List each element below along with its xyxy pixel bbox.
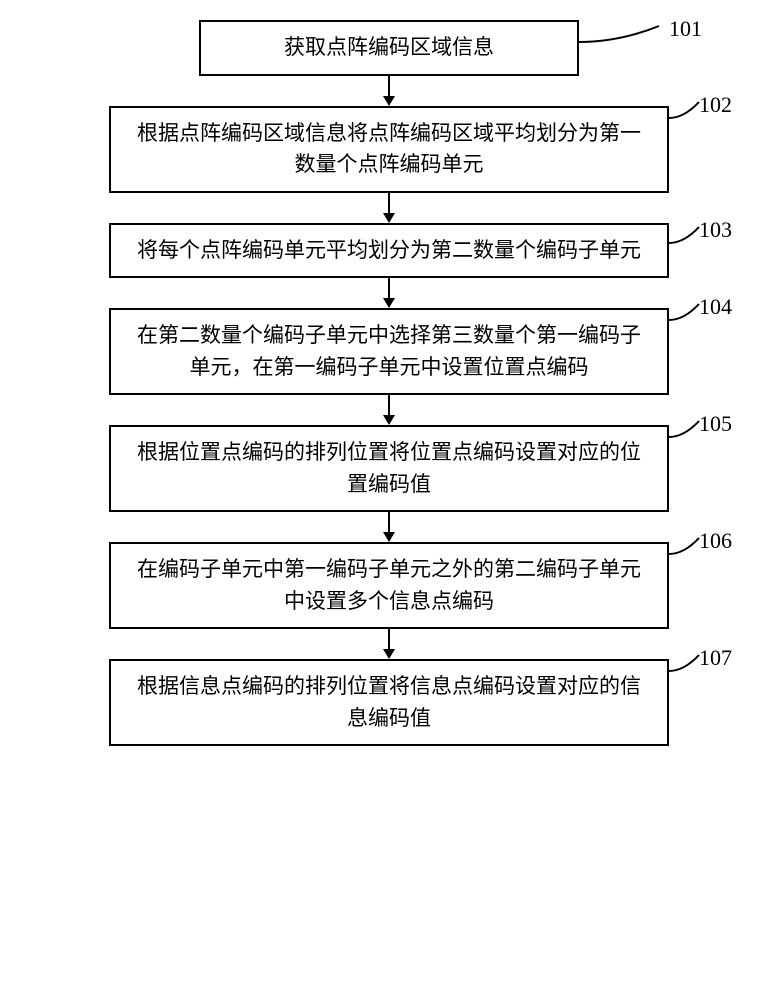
arrow-down-icon — [39, 395, 739, 425]
arrow-down-icon — [39, 278, 739, 308]
step-box: 根据信息点编码的排列位置将信息点编码设置对应的信息编码值 — [109, 659, 669, 746]
arrow-down-icon — [39, 76, 739, 106]
flow-step: 在第二数量个编码子单元中选择第三数量个第一编码子单元，在第一编码子单元中设置位置… — [39, 308, 739, 395]
flow-step: 根据点阵编码区域信息将点阵编码区域平均划分为第一数量个点阵编码单元 102 — [39, 106, 739, 193]
step-box: 在第二数量个编码子单元中选择第三数量个第一编码子单元，在第一编码子单元中设置位置… — [109, 308, 669, 395]
step-box: 在编码子单元中第一编码子单元之外的第二编码子单元中设置多个信息点编码 — [109, 542, 669, 629]
step-label: 101 — [669, 16, 702, 42]
step-label: 107 — [699, 645, 732, 671]
step-label: 106 — [699, 528, 732, 554]
step-label: 103 — [699, 217, 732, 243]
flow-step: 根据位置点编码的排列位置将位置点编码设置对应的位置编码值 105 — [39, 425, 739, 512]
arrow-down-icon — [39, 629, 739, 659]
flow-step: 根据信息点编码的排列位置将信息点编码设置对应的信息编码值 107 — [39, 659, 739, 746]
flow-step: 获取点阵编码区域信息 101 — [39, 20, 739, 76]
connector-line — [579, 22, 669, 57]
flow-step: 在编码子单元中第一编码子单元之外的第二编码子单元中设置多个信息点编码 106 — [39, 542, 739, 629]
step-box: 将每个点阵编码单元平均划分为第二数量个编码子单元 — [109, 223, 669, 279]
step-box: 根据点阵编码区域信息将点阵编码区域平均划分为第一数量个点阵编码单元 — [109, 106, 669, 193]
step-box: 获取点阵编码区域信息 — [199, 20, 579, 76]
step-label: 104 — [699, 294, 732, 320]
step-box: 根据位置点编码的排列位置将位置点编码设置对应的位置编码值 — [109, 425, 669, 512]
arrow-down-icon — [39, 193, 739, 223]
flow-step: 将每个点阵编码单元平均划分为第二数量个编码子单元 103 — [39, 223, 739, 279]
arrow-down-icon — [39, 512, 739, 542]
step-label: 105 — [699, 411, 732, 437]
step-label: 102 — [699, 92, 732, 118]
